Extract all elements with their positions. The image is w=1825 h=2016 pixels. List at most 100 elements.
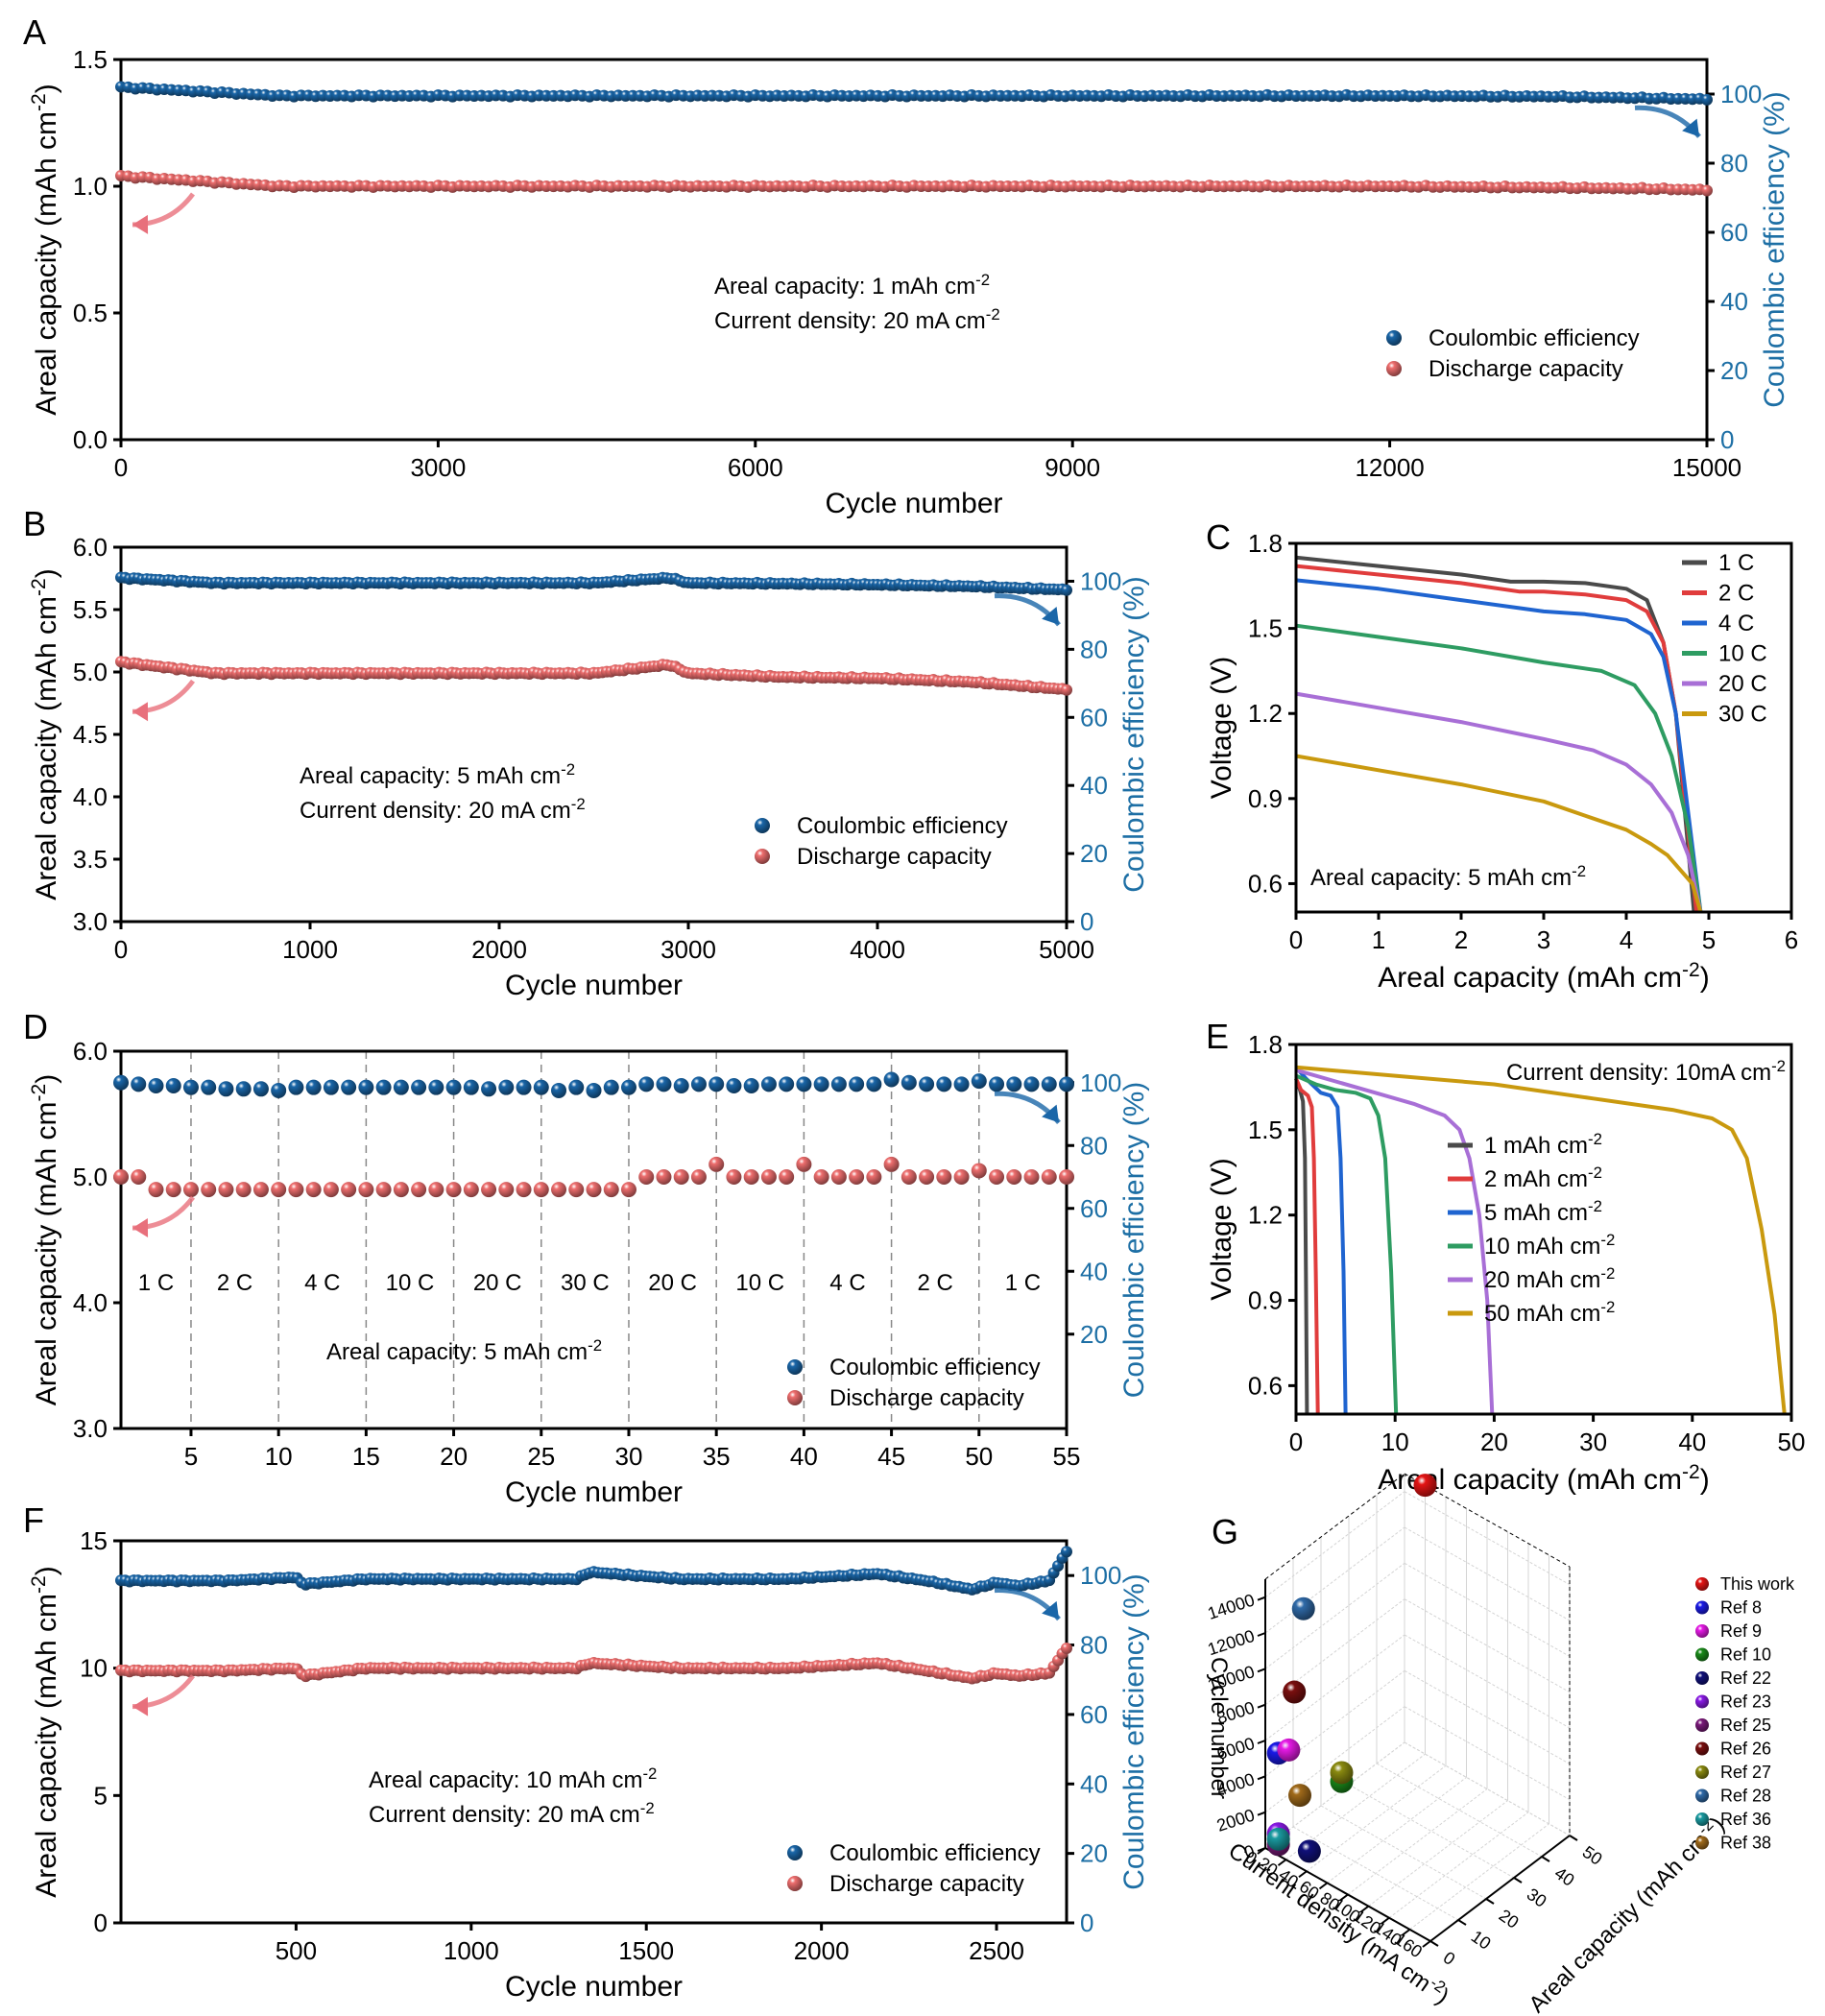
y-right-tick-label: 60 bbox=[1720, 218, 1748, 247]
ce-point bbox=[603, 1079, 619, 1095]
x-axis-title: Cycle number bbox=[505, 1476, 683, 1508]
y-axis-title: Voltage (V) bbox=[1206, 657, 1237, 799]
capacity-point bbox=[1023, 1169, 1040, 1185]
voltage-curve-4 bbox=[1295, 623, 1703, 913]
series-discharge-capacity bbox=[115, 656, 1072, 696]
grid-line bbox=[1409, 1823, 1549, 1931]
legend-label: Ref 36 bbox=[1720, 1810, 1771, 1829]
panel-label: G bbox=[1212, 1512, 1238, 1551]
y-tick-label: 5.0 bbox=[73, 1163, 108, 1191]
grid bbox=[1264, 1474, 1571, 1942]
y-axis-title: Areal capacity (mAh cm-2) bbox=[28, 84, 63, 415]
ce-point bbox=[165, 1078, 181, 1094]
x-tick-label: 10 bbox=[265, 1442, 293, 1471]
ce-point bbox=[516, 1079, 532, 1095]
legend-label: 2 mAh cm-2 bbox=[1484, 1164, 1602, 1193]
x-tick-label: 9000 bbox=[1045, 453, 1100, 482]
grid-line bbox=[1264, 1562, 1405, 1669]
legend-marker bbox=[1695, 1600, 1709, 1615]
y-tick-label: 0.9 bbox=[1248, 1286, 1283, 1315]
capacity-point bbox=[779, 1169, 795, 1185]
legend: Coulombic efficiency Discharge capacity bbox=[787, 1840, 1041, 1897]
y-right-axis-title: Coulombic efficiency (%) bbox=[1118, 1573, 1150, 1890]
y-tick bbox=[1513, 1877, 1523, 1884]
ce-point bbox=[358, 1079, 374, 1095]
grid-line bbox=[1292, 1826, 1459, 1921]
capacity-point bbox=[481, 1182, 497, 1198]
plot-frame bbox=[119, 58, 1709, 442]
legend-label: Ref 28 bbox=[1720, 1787, 1771, 1806]
x-tick-label: 2000 bbox=[471, 935, 527, 964]
point-ref-26 bbox=[1283, 1680, 1307, 1704]
panel-label: A bbox=[23, 12, 46, 52]
legend-label: 1 mAh cm-2 bbox=[1484, 1130, 1602, 1160]
x-tick-label: 500 bbox=[276, 1936, 317, 1965]
x-tick-label: 40 bbox=[1678, 1428, 1706, 1456]
ce-axis-arrow-head bbox=[1042, 1104, 1059, 1123]
y-tick-label: 5 bbox=[94, 1781, 108, 1810]
rate-label: 30 C bbox=[561, 1270, 610, 1296]
box-edge bbox=[1264, 1473, 1405, 1580]
grid-line bbox=[1347, 1788, 1488, 1895]
ce-point bbox=[586, 1082, 602, 1098]
x-tick-label: 3000 bbox=[660, 935, 716, 964]
legend-label: Ref 26 bbox=[1720, 1740, 1771, 1759]
capacity-point bbox=[989, 1169, 1005, 1185]
x-tick-label: 6 bbox=[1785, 925, 1798, 954]
legend-capacity-marker bbox=[787, 1390, 803, 1405]
x-tick-label: 55 bbox=[1053, 1442, 1081, 1471]
capacity-point bbox=[953, 1169, 970, 1185]
y-tick-label: 1.2 bbox=[1248, 699, 1283, 728]
y-tick-label: 0.9 bbox=[1248, 784, 1283, 813]
series-discharge-capacity bbox=[115, 1642, 1072, 1685]
capacity-point bbox=[341, 1182, 357, 1198]
capacity-point bbox=[1059, 1169, 1074, 1185]
capacity-point bbox=[131, 1169, 147, 1185]
y-right-tick-label: 40 bbox=[1080, 771, 1108, 800]
y-tick-label: 1.8 bbox=[1248, 529, 1283, 558]
ce-point bbox=[1061, 584, 1072, 596]
point-ref-9 bbox=[1277, 1738, 1301, 1762]
y-tick-label: 10 bbox=[1468, 1927, 1495, 1954]
x-axis-title: Cycle number bbox=[825, 488, 1002, 519]
y-right-tick-label: 40 bbox=[1080, 1769, 1108, 1798]
legend-label: Discharge capacity bbox=[829, 1871, 1024, 1897]
x-tick-label: 4000 bbox=[850, 935, 905, 964]
legend-label: Ref 25 bbox=[1720, 1716, 1771, 1735]
legend-label: 50 mAh cm-2 bbox=[1484, 1298, 1615, 1328]
capacity-point bbox=[1006, 1169, 1022, 1185]
x-tick-label: 20 bbox=[440, 1442, 468, 1471]
y-tick bbox=[1457, 1919, 1467, 1926]
capacity-point bbox=[830, 1169, 847, 1185]
panel-label: D bbox=[23, 1007, 48, 1046]
legend-marker bbox=[1695, 1741, 1709, 1756]
ce-point bbox=[936, 1076, 952, 1092]
grid-line bbox=[1348, 1784, 1515, 1879]
point-ref-28 bbox=[1291, 1596, 1315, 1620]
legend: Coulombic efficiency Discharge capacity bbox=[787, 1355, 1041, 1411]
z-tick bbox=[1257, 1847, 1266, 1852]
point-ref-36 bbox=[1266, 1827, 1290, 1851]
ce-point bbox=[1059, 1076, 1074, 1092]
ce-point bbox=[638, 1076, 655, 1092]
ce-point bbox=[201, 1079, 217, 1095]
rate-label: 10 C bbox=[735, 1270, 784, 1296]
panel-label: E bbox=[1206, 1017, 1229, 1056]
condition-annotation: Current density: 20 mA cm-2 bbox=[714, 305, 1000, 335]
capacity-point bbox=[1041, 1169, 1057, 1185]
grid-line bbox=[1327, 1776, 1467, 1884]
ce-point bbox=[148, 1078, 164, 1094]
z-tick-label: 14000 bbox=[1205, 1590, 1257, 1622]
ce-point bbox=[235, 1081, 252, 1097]
y-tick-label: 0.6 bbox=[1248, 869, 1283, 898]
z-tick bbox=[1257, 1596, 1266, 1601]
x-tick-label: 12000 bbox=[1355, 453, 1424, 482]
ce-point bbox=[1006, 1076, 1022, 1092]
ce-point bbox=[900, 1074, 917, 1091]
x-tick-label: 4 bbox=[1620, 925, 1633, 954]
grid-line bbox=[1404, 1634, 1571, 1729]
legend-label: 20 C bbox=[1718, 671, 1767, 697]
series-coulombic-efficiency bbox=[115, 1546, 1072, 1596]
legend-marker bbox=[1695, 1812, 1709, 1826]
capacity-point bbox=[1701, 184, 1713, 197]
